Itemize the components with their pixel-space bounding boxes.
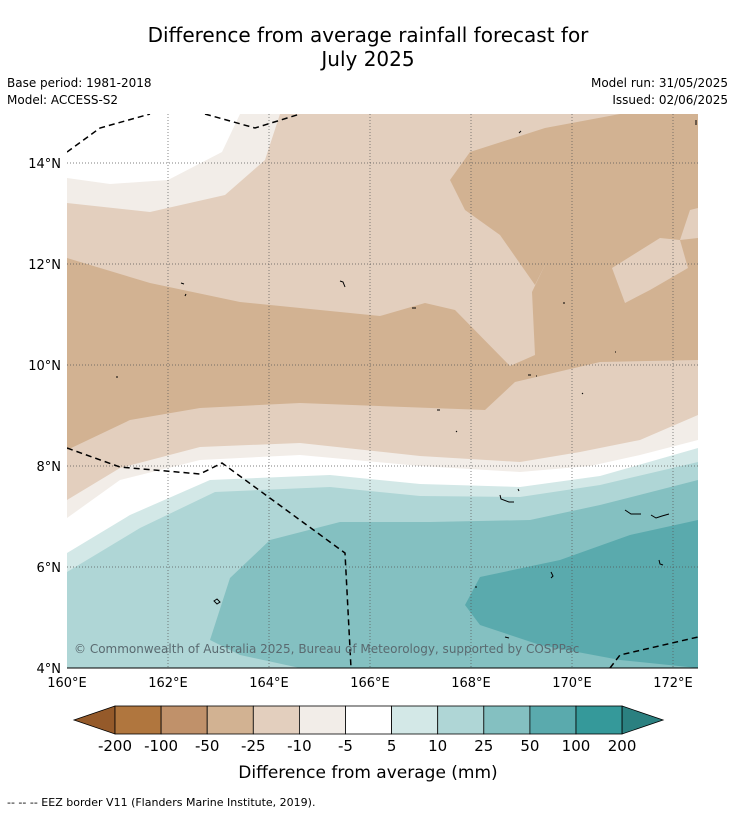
eez-legend-note: -- -- -- EEZ border V11 (Flanders Marine… [7, 796, 316, 809]
colorbar-tick-label: -10 [287, 737, 312, 755]
lon-label: 166°E [350, 676, 390, 691]
fill-teal-4 [465, 520, 698, 668]
colorbar-tick-label: -50 [195, 737, 220, 755]
lon-label: 162°E [148, 676, 188, 691]
lon-label: 164°E [249, 676, 289, 691]
lon-label: 160°E [47, 676, 87, 691]
colorbar-tick-label: -100 [144, 737, 178, 755]
colorbar-title: Difference from average (mm) [238, 763, 497, 783]
colorbar-swatch [160, 705, 208, 735]
colorbar-tick-label: 100 [562, 737, 591, 755]
colorbar-swatch [483, 705, 531, 735]
issued-date: Issued: 02/06/2025 [612, 93, 728, 107]
colorbar-swatch [114, 705, 162, 735]
colorbar-swatch [391, 705, 439, 735]
colorbar-swatch [252, 705, 300, 735]
colorbar-swatch [437, 705, 485, 735]
fill-white-top [67, 114, 240, 184]
lat-label: 4°N [37, 662, 62, 677]
colorbar-tick-label: 200 [608, 737, 637, 755]
colorbar-swatch [345, 705, 392, 735]
lat-label: 12°N [28, 258, 61, 273]
lon-label: 168°E [451, 676, 491, 691]
lat-axis: 14°N 12°N 10°N 8°N 6°N 4°N [28, 157, 61, 677]
model-name: Model: ACCESS-S2 [7, 93, 119, 107]
gridlines [67, 114, 698, 668]
fill-light-patch-right [612, 238, 688, 303]
islands [116, 120, 697, 639]
colorbar: -200 -100 -50 -25 -10 -5 5 10 25 50 100 200 [72, 705, 665, 755]
title-line-2: July 2025 [321, 47, 415, 71]
model-run: Model run: 31/05/2025 [590, 76, 728, 90]
colorbar-tick-label: 25 [474, 737, 493, 755]
colorbar-tick-label: -200 [98, 737, 132, 755]
colorbar-tick-label: -5 [338, 737, 353, 755]
fill-tan-band [67, 240, 698, 450]
lat-label: 14°N [28, 157, 61, 172]
colorbar-extend-low [72, 705, 116, 735]
fill-light-patch-edge [680, 208, 698, 240]
contour-fills [67, 114, 698, 668]
colorbar-extend-high [621, 705, 665, 735]
fill-tan-upper-right [450, 114, 698, 285]
lon-label: 170°E [552, 676, 592, 691]
lon-axis: 160°E 162°E 164°E 166°E 168°E 170°E 172°… [47, 676, 693, 691]
colorbar-swatch [206, 705, 254, 735]
colorbar-swatch [529, 705, 577, 735]
colorbar-tick-label: 5 [387, 737, 397, 755]
base-period: Base period: 1981-2018 [7, 76, 152, 90]
lat-label: 6°N [37, 561, 62, 576]
lat-label: 10°N [28, 359, 61, 374]
lon-label: 172°E [653, 676, 693, 691]
colorbar-tick-label: 50 [520, 737, 539, 755]
colorbar-tick-label: -25 [241, 737, 266, 755]
title-line-1: Difference from average rainfall forecas… [147, 23, 589, 47]
lat-label: 8°N [37, 460, 62, 475]
colorbar-swatch [575, 705, 623, 735]
copyright-text: © Commonwealth of Australia 2025, Bureau… [74, 642, 579, 656]
eez-borders [67, 114, 698, 668]
colorbar-tick-label: 10 [428, 737, 447, 755]
colorbar-swatch [298, 705, 346, 735]
